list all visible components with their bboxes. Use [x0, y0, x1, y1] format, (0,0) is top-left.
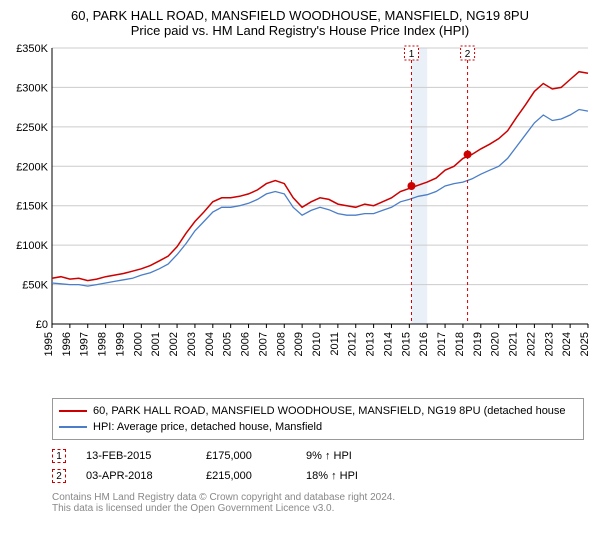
svg-text:2012: 2012 [347, 332, 359, 356]
legend-swatch-hpi [59, 426, 87, 428]
svg-text:1999: 1999 [114, 332, 126, 356]
svg-text:2024: 2024 [561, 332, 573, 356]
chart-container: £0 £50K £100K £150K £200K £250K £300K £350K 1995… [8, 44, 592, 394]
footer: Contains HM Land Registry data © Crown c… [52, 492, 584, 514]
legend-item-hpi: HPI: Average price, detached house, Mans… [59, 419, 577, 435]
svg-text:2018: 2018 [454, 332, 466, 356]
svg-text:2009: 2009 [293, 332, 305, 356]
footer-line-2: This data is licensed under the Open Gov… [52, 503, 584, 514]
svg-text:1998: 1998 [97, 332, 109, 356]
svg-text:2001: 2001 [150, 332, 162, 356]
svg-text:2011: 2011 [329, 332, 341, 356]
title-line-1: 60, PARK HALL ROAD, MANSFIELD WOODHOUSE,… [8, 8, 592, 23]
legend: 60, PARK HALL ROAD, MANSFIELD WOODHOUSE,… [52, 398, 584, 440]
svg-text:2000: 2000 [132, 332, 144, 356]
sale-row-1: 1 13-FEB-2015 £175,000 9% ↑ HPI [52, 446, 584, 466]
sales-table: 1 13-FEB-2015 £175,000 9% ↑ HPI 2 03-APR… [52, 446, 584, 486]
svg-text:2021: 2021 [508, 332, 520, 356]
svg-text:£200K: £200K [16, 161, 48, 173]
svg-text:2019: 2019 [472, 332, 484, 356]
svg-text:£350K: £350K [16, 44, 48, 55]
svg-text:£250K: £250K [16, 122, 48, 134]
sale-date-2: 03-APR-2018 [86, 470, 186, 482]
sale-price-2: £215,000 [206, 470, 286, 482]
svg-text:2005: 2005 [222, 332, 234, 356]
svg-text:2002: 2002 [168, 332, 180, 356]
sale-delta-2: 18% ↑ HPI [306, 470, 386, 482]
legend-item-property: 60, PARK HALL ROAD, MANSFIELD WOODHOUSE,… [59, 403, 577, 419]
sale-row-2: 2 03-APR-2018 £215,000 18% ↑ HPI [52, 466, 584, 486]
svg-text:2017: 2017 [436, 332, 448, 356]
legend-swatch-property [59, 410, 87, 412]
svg-text:£150K: £150K [16, 201, 48, 213]
svg-text:2022: 2022 [525, 332, 537, 356]
svg-text:£300K: £300K [16, 82, 48, 94]
svg-text:2010: 2010 [311, 332, 323, 356]
svg-text:2023: 2023 [543, 332, 555, 356]
svg-text:2025: 2025 [579, 332, 591, 356]
svg-text:£100K: £100K [16, 240, 48, 252]
legend-label-property: 60, PARK HALL ROAD, MANSFIELD WOODHOUSE,… [93, 405, 566, 417]
svg-text:1995: 1995 [43, 332, 55, 356]
svg-text:2014: 2014 [382, 332, 394, 356]
sale-marker-1: 1 [52, 449, 66, 463]
svg-text:£50K: £50K [22, 280, 48, 292]
svg-text:2016: 2016 [418, 332, 430, 356]
svg-text:2013: 2013 [365, 332, 377, 356]
sale-price-1: £175,000 [206, 450, 286, 462]
footer-line-1: Contains HM Land Registry data © Crown c… [52, 492, 584, 503]
svg-text:2004: 2004 [204, 332, 216, 356]
svg-text:1996: 1996 [61, 332, 73, 356]
svg-text:£0: £0 [36, 319, 48, 331]
svg-text:2008: 2008 [275, 332, 287, 356]
svg-text:2015: 2015 [400, 332, 412, 356]
svg-text:2020: 2020 [490, 332, 502, 356]
svg-text:1997: 1997 [79, 332, 91, 356]
svg-text:2007: 2007 [257, 332, 269, 356]
svg-text:2003: 2003 [186, 332, 198, 356]
title-block: 60, PARK HALL ROAD, MANSFIELD WOODHOUSE,… [8, 8, 592, 38]
sale-marker-2: 2 [52, 469, 66, 483]
svg-text:2: 2 [465, 49, 471, 60]
sale-date-1: 13-FEB-2015 [86, 450, 186, 462]
line-chart: £0 £50K £100K £150K £200K £250K £300K £350K 1995… [8, 44, 592, 394]
sale-delta-1: 9% ↑ HPI [306, 450, 386, 462]
svg-text:1: 1 [409, 49, 415, 60]
legend-label-hpi: HPI: Average price, detached house, Mans… [93, 421, 322, 433]
title-line-2: Price paid vs. HM Land Registry's House … [8, 23, 592, 38]
svg-text:2006: 2006 [240, 332, 252, 356]
